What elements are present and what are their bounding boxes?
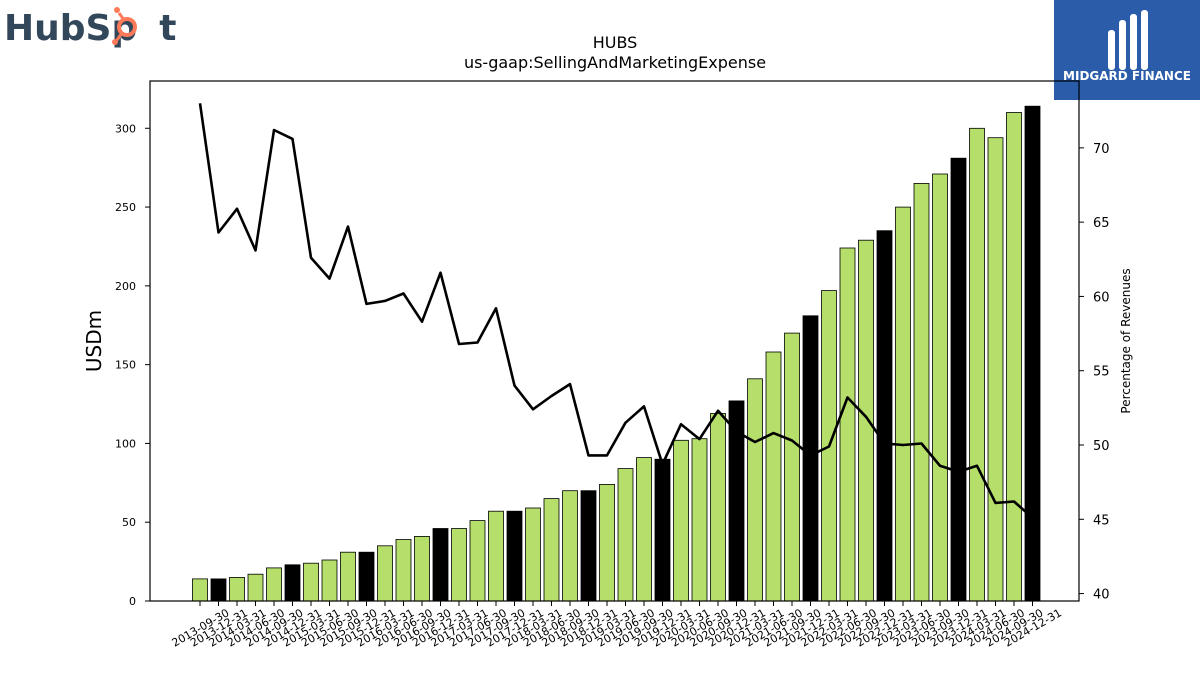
y2-tick-label: 70 [1093, 142, 1110, 157]
bar-2021-03-31 [747, 378, 763, 602]
y-tick-label: 100 [115, 437, 136, 450]
bar-2015-09-30 [340, 551, 356, 602]
y-tick-label: 150 [115, 359, 136, 372]
bar-2019-09-30 [636, 457, 652, 602]
bar-2023-06-30 [913, 182, 930, 602]
y2-tick-label: 55 [1093, 365, 1110, 380]
bar-2020-09-30 [710, 413, 726, 602]
bar-2021-12-31 [802, 315, 819, 602]
bar-2017-12-31 [506, 510, 523, 602]
hubspot-sprocket-arm2-icon [115, 32, 124, 41]
logo-t-text: t [159, 8, 176, 49]
y-tick-label: 0 [129, 595, 136, 608]
bar-2018-12-31 [580, 490, 597, 602]
hubspot-sprocket-node-icon [114, 7, 120, 13]
midgard-logo: MIDGARD FINANCE [1054, 0, 1200, 100]
bar-2019-06-30 [617, 468, 634, 602]
bar-2018-06-30 [543, 498, 560, 602]
y2-tick-label: 60 [1093, 290, 1110, 305]
y2-tick-label: 40 [1093, 588, 1110, 603]
bar-2015-06-30 [321, 559, 338, 602]
bar-2013-12-31 [210, 578, 227, 602]
y-axis-label: USDm [82, 310, 106, 372]
line-series [198, 103, 1034, 519]
bar-2018-09-30 [562, 490, 578, 602]
percentage-line [198, 103, 1034, 519]
bar-2023-12-31 [950, 157, 967, 602]
hubspot-sprocket-arm-icon [117, 12, 126, 21]
bar-2022-12-31 [876, 230, 893, 602]
bar-2017-06-30 [469, 520, 486, 602]
bar-2018-03-31 [525, 507, 541, 602]
bar-2015-12-31 [358, 551, 375, 602]
hubspot-sprocket-node2-icon [112, 39, 118, 45]
bar-2024-09-30 [1006, 112, 1022, 602]
bar-2020-03-31 [673, 439, 689, 602]
y-tick-label: 300 [115, 122, 136, 135]
y-tick-label: 50 [122, 516, 136, 529]
bar-2020-06-30 [691, 438, 708, 602]
bar-2015-03-31 [303, 562, 319, 602]
bar-2024-03-31 [969, 127, 985, 602]
midgard-logo-text: MIDGARD FINANCE [1063, 69, 1191, 83]
bar-2022-09-30 [858, 239, 874, 602]
logo-sp-text: Sp [86, 8, 138, 49]
y2-tick-label: 65 [1093, 216, 1110, 231]
y-tick-label: 200 [115, 280, 136, 293]
bar-2016-09-30 [414, 536, 430, 602]
bar-2022-06-30 [839, 247, 856, 602]
midgard-logo-bg [1054, 0, 1200, 100]
bar-2014-03-31 [229, 577, 245, 602]
logo-hub-text: Hub [4, 8, 86, 49]
bar-2024-06-30 [987, 137, 1004, 602]
hubspot-sprocket-icon [117, 17, 137, 37]
bar-2017-03-31 [451, 528, 467, 602]
bar-2016-03-31 [377, 545, 393, 602]
bar-2023-09-30 [932, 173, 948, 602]
bar-2014-09-30 [266, 567, 282, 602]
chart-title: HUBS [593, 33, 638, 52]
bar-2021-06-30 [765, 351, 782, 602]
bar-2024-12-31 [1024, 105, 1041, 602]
bar-2013-09-30 [192, 578, 208, 602]
y2-tick-label: 45 [1093, 513, 1110, 528]
hubspot-logo: HubSp t [4, 7, 176, 49]
midgard-mark-icon [1108, 10, 1148, 70]
bar-series [192, 105, 1041, 602]
bar-2021-09-30 [784, 332, 800, 602]
plot-frame [149, 80, 1080, 602]
bar-2017-09-30 [488, 510, 504, 602]
bar-2016-12-31 [432, 528, 449, 602]
y-tick-label: 250 [115, 201, 136, 214]
bar-2016-06-30 [395, 539, 412, 602]
axes: 050100150200250300404550556065702013-09-… [115, 80, 1110, 650]
y2-axis-label: Percentage of Revenues [1119, 268, 1133, 413]
chart-subtitle: us-gaap:SellingAndMarketingExpense [464, 53, 766, 72]
bar-2019-03-31 [599, 483, 615, 602]
bar-2014-06-30 [247, 573, 264, 602]
bar-2014-12-31 [284, 564, 301, 602]
y2-tick-label: 50 [1093, 439, 1110, 454]
bar-2023-03-31 [895, 206, 911, 602]
bar-2019-12-31 [654, 458, 671, 602]
